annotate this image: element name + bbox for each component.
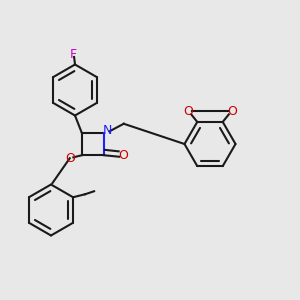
Text: O: O bbox=[227, 105, 237, 118]
Text: N: N bbox=[103, 124, 112, 137]
Text: O: O bbox=[183, 105, 193, 118]
Text: O: O bbox=[65, 152, 75, 165]
Text: O: O bbox=[118, 149, 128, 162]
Text: F: F bbox=[70, 47, 77, 61]
